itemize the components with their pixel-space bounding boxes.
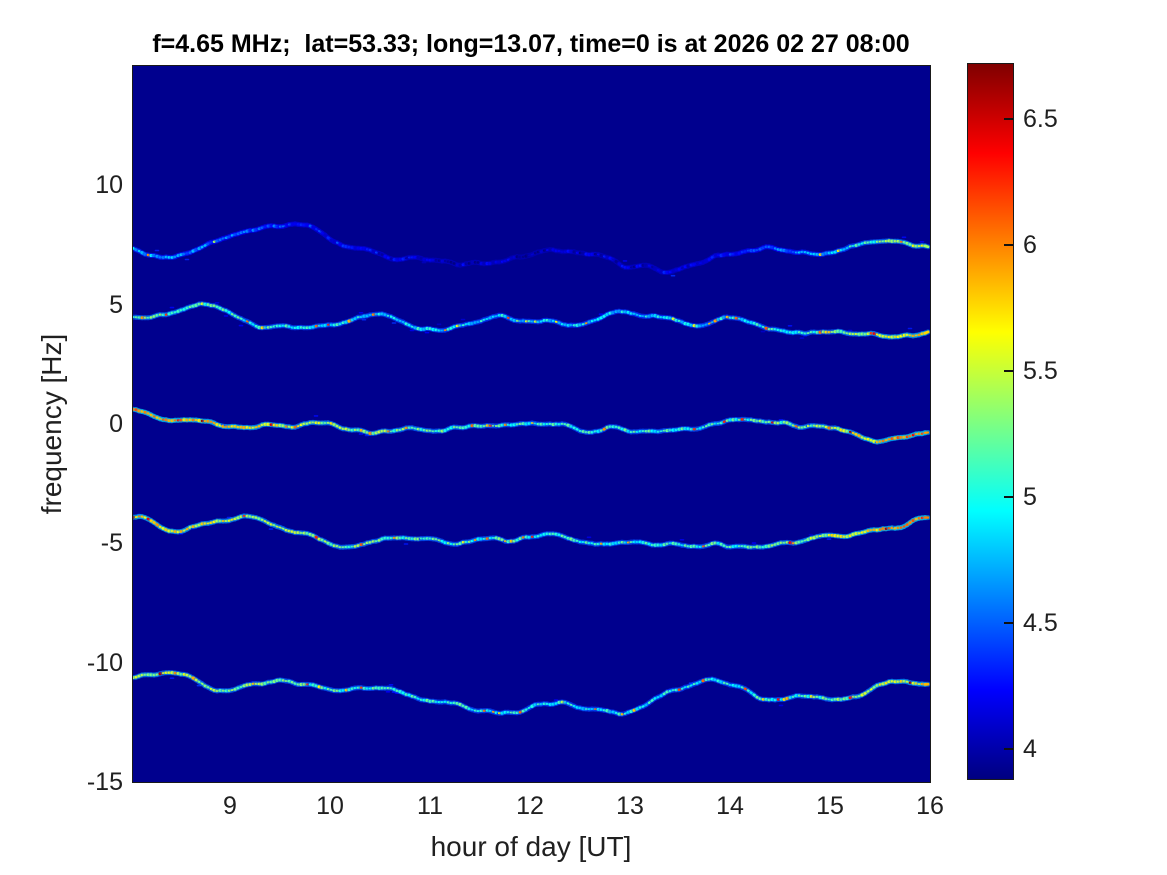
colorbar-tick-label: 5.5 xyxy=(1023,357,1058,386)
colorbar-tick-label: 6 xyxy=(1023,231,1037,260)
colorbar-tick-mark xyxy=(1004,244,1013,247)
colorbar-tick-mark xyxy=(1004,621,1013,624)
x-tick-label: 10 xyxy=(316,792,344,820)
colorbar-tick-label: 5 xyxy=(1023,483,1037,512)
x-tick-label: 9 xyxy=(223,792,237,820)
chart-title: f=4.65 MHz; lat=53.33; long=13.07, time=… xyxy=(152,30,910,58)
colorbar-tick-label: 4.5 xyxy=(1023,608,1058,637)
x-axis-label: hour of day [UT] xyxy=(430,831,632,862)
colorbar-tick-label: 4 xyxy=(1023,734,1037,763)
plot-area xyxy=(132,65,931,783)
y-tick-label: 10 xyxy=(95,171,123,200)
x-tick-label: 15 xyxy=(816,792,844,820)
colorbar xyxy=(967,63,1014,780)
heatmap-canvas xyxy=(133,66,930,782)
colorbar-tick-label: 6.5 xyxy=(1023,105,1058,134)
x-tick-label: 12 xyxy=(516,792,544,820)
x-tick-label: 16 xyxy=(916,792,944,820)
y-tick-label: -10 xyxy=(86,648,123,677)
y-tick-label: 5 xyxy=(109,290,123,319)
colorbar-tick-mark xyxy=(1004,370,1013,373)
y-tick-label: -15 xyxy=(86,768,123,796)
y-tick-label: -5 xyxy=(100,529,123,558)
x-tick-label: 11 xyxy=(417,792,443,820)
y-tick-label: 0 xyxy=(109,410,123,438)
colorbar-tick-mark xyxy=(1004,118,1013,121)
colorbar-tick-mark xyxy=(1004,747,1013,750)
x-tick-label: 13 xyxy=(616,792,644,820)
x-tick-label: 14 xyxy=(716,792,744,820)
colorbar-tick-mark xyxy=(1004,496,1013,499)
